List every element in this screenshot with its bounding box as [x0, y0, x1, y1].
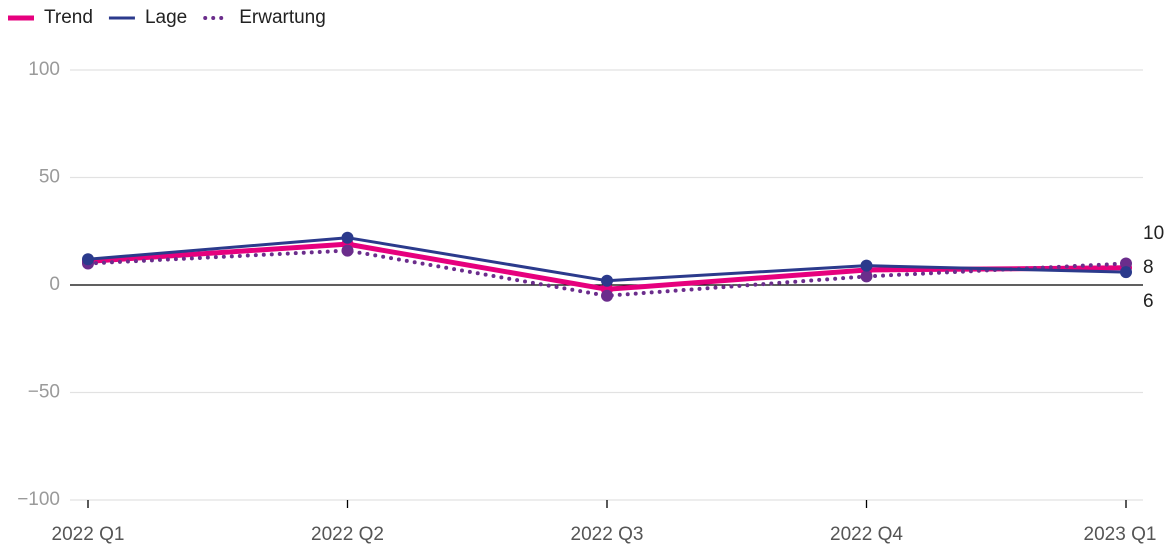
- series-line: [87, 236, 1127, 283]
- point: [860, 270, 873, 283]
- y-tick-label: 0: [49, 274, 60, 295]
- end-label: 6: [1143, 291, 1154, 312]
- legend-label: Lage: [145, 7, 187, 28]
- point: [82, 253, 94, 266]
- point: [601, 274, 613, 287]
- y-tick-label: −100: [17, 489, 60, 510]
- x-tick-label: 2022 Q3: [571, 524, 644, 545]
- x-tick-label: 2022 Q1: [52, 524, 125, 545]
- point: [1120, 257, 1132, 270]
- y-tick-label: 50: [39, 167, 60, 188]
- y-tick-label: 100: [28, 59, 60, 80]
- y-tick-label: −50: [28, 382, 60, 403]
- point: [601, 289, 613, 302]
- legend-label: Erwartung: [239, 7, 326, 28]
- end-label: 8: [1143, 257, 1154, 278]
- legend-label: Trend: [44, 7, 93, 28]
- point: [341, 231, 354, 244]
- end-label: 10: [1143, 223, 1164, 244]
- x-tick-label: 2022 Q2: [311, 524, 384, 545]
- point: [860, 259, 873, 272]
- point: [341, 244, 354, 257]
- x-tick-label: 2023 Q1: [1084, 524, 1157, 545]
- x-tick-label: 2022 Q4: [830, 524, 903, 545]
- series-line: [86, 248, 1128, 298]
- point: [1120, 266, 1132, 279]
